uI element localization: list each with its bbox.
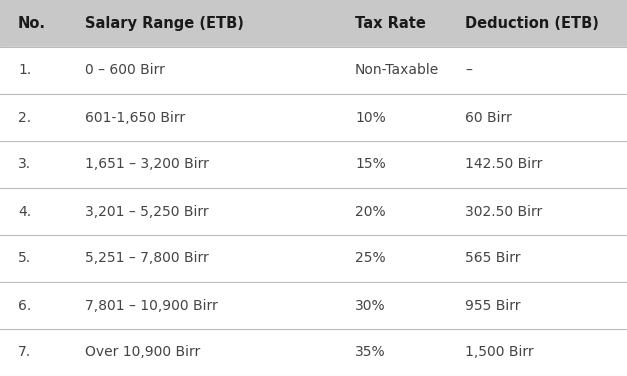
Text: 3,201 – 5,250 Birr: 3,201 – 5,250 Birr bbox=[85, 205, 209, 218]
Text: 20%: 20% bbox=[355, 205, 386, 218]
Text: 4.: 4. bbox=[18, 205, 31, 218]
Text: 1,500 Birr: 1,500 Birr bbox=[465, 346, 534, 359]
Bar bbox=[0, 188, 627, 235]
Text: 601-1,650 Birr: 601-1,650 Birr bbox=[85, 111, 185, 124]
Text: 10%: 10% bbox=[355, 111, 386, 124]
Text: 0 – 600 Birr: 0 – 600 Birr bbox=[85, 64, 165, 77]
Text: 7.: 7. bbox=[18, 346, 31, 359]
Text: 6.: 6. bbox=[18, 299, 31, 312]
Text: –: – bbox=[465, 64, 472, 77]
Bar bbox=[0, 141, 627, 188]
Text: 5.: 5. bbox=[18, 252, 31, 265]
Text: 302.50 Birr: 302.50 Birr bbox=[465, 205, 542, 218]
Text: 35%: 35% bbox=[355, 346, 386, 359]
Bar bbox=[0, 235, 627, 282]
Text: 142.50 Birr: 142.50 Birr bbox=[465, 158, 542, 171]
Text: Over 10,900 Birr: Over 10,900 Birr bbox=[85, 346, 200, 359]
Text: 15%: 15% bbox=[355, 158, 386, 171]
Bar bbox=[0, 47, 627, 94]
Text: 3.: 3. bbox=[18, 158, 31, 171]
Text: 1,651 – 3,200 Birr: 1,651 – 3,200 Birr bbox=[85, 158, 209, 171]
Text: 955 Birr: 955 Birr bbox=[465, 299, 520, 312]
Text: Tax Rate: Tax Rate bbox=[355, 16, 426, 31]
Text: No.: No. bbox=[18, 16, 46, 31]
Bar bbox=[0, 282, 627, 329]
Text: Deduction (ETB): Deduction (ETB) bbox=[465, 16, 599, 31]
Text: 25%: 25% bbox=[355, 252, 386, 265]
Text: 1.: 1. bbox=[18, 64, 31, 77]
Text: 2.: 2. bbox=[18, 111, 31, 124]
Bar bbox=[0, 0, 627, 47]
Text: 30%: 30% bbox=[355, 299, 386, 312]
Text: Non-Taxable: Non-Taxable bbox=[355, 64, 440, 77]
Bar bbox=[0, 94, 627, 141]
Text: 7,801 – 10,900 Birr: 7,801 – 10,900 Birr bbox=[85, 299, 218, 312]
Text: 5,251 – 7,800 Birr: 5,251 – 7,800 Birr bbox=[85, 252, 209, 265]
Text: 60 Birr: 60 Birr bbox=[465, 111, 512, 124]
Text: Salary Range (ETB): Salary Range (ETB) bbox=[85, 16, 244, 31]
Text: 565 Birr: 565 Birr bbox=[465, 252, 520, 265]
Bar bbox=[0, 329, 627, 376]
